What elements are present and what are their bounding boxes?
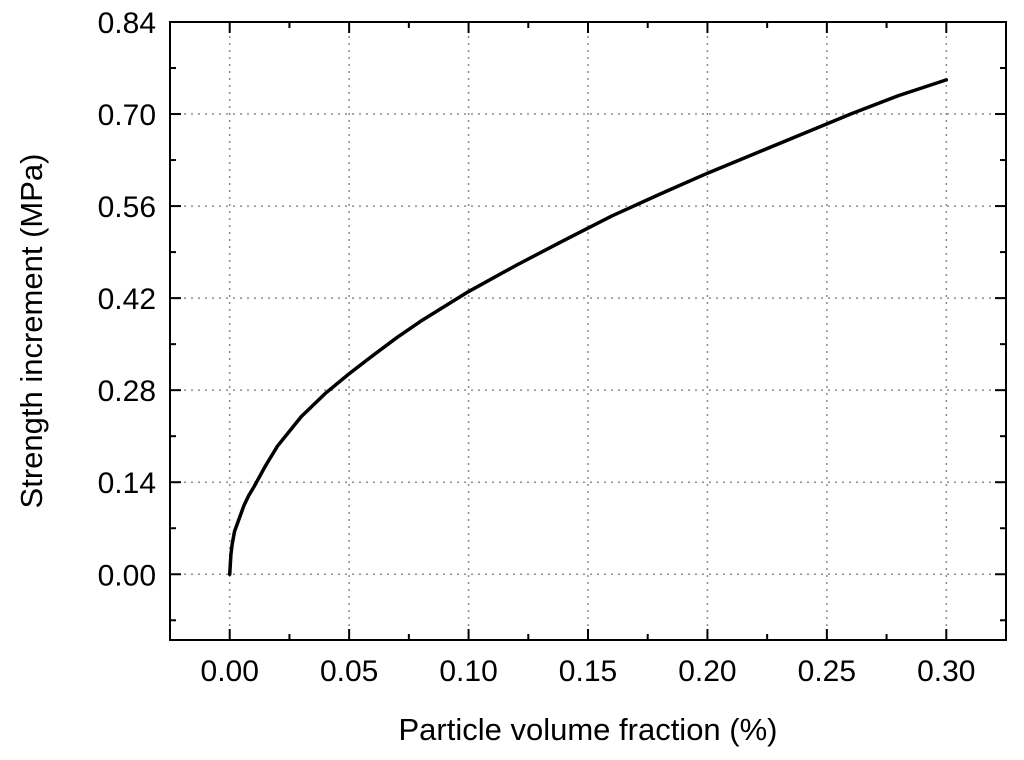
- y-tick-label: 0.70: [98, 99, 156, 132]
- x-tick-labels: 0.00 0.05 0.10 0.15 0.20 0.25 0.30: [201, 655, 976, 688]
- y-tick-label: 0.42: [98, 283, 156, 316]
- y-tick-label: 0.00: [98, 559, 156, 592]
- y-tick-label: 0.14: [98, 467, 156, 500]
- x-tick-label: 0.15: [559, 655, 617, 688]
- y-tick-labels: 0.00 0.14 0.28 0.42 0.56 0.70 0.84: [98, 7, 156, 592]
- x-tick-label: 0.30: [917, 655, 975, 688]
- x-tick-label: 0.05: [320, 655, 378, 688]
- y-axis-title: Strength increment (MPa): [14, 154, 49, 509]
- x-axis-title: Particle volume fraction (%): [398, 712, 777, 747]
- series-line: [227, 78, 949, 577]
- y-tick-label: 0.56: [98, 191, 156, 224]
- x-tick-label: 0.00: [201, 655, 259, 688]
- axis-ticks: [169, 21, 1007, 640]
- x-tick-label: 0.20: [678, 655, 736, 688]
- grid: [170, 21, 1006, 640]
- x-tick-label: 0.25: [798, 655, 856, 688]
- x-tick-label: 0.10: [439, 655, 497, 688]
- y-tick-label: 0.84: [98, 7, 156, 40]
- y-tick-label: 0.28: [98, 375, 156, 408]
